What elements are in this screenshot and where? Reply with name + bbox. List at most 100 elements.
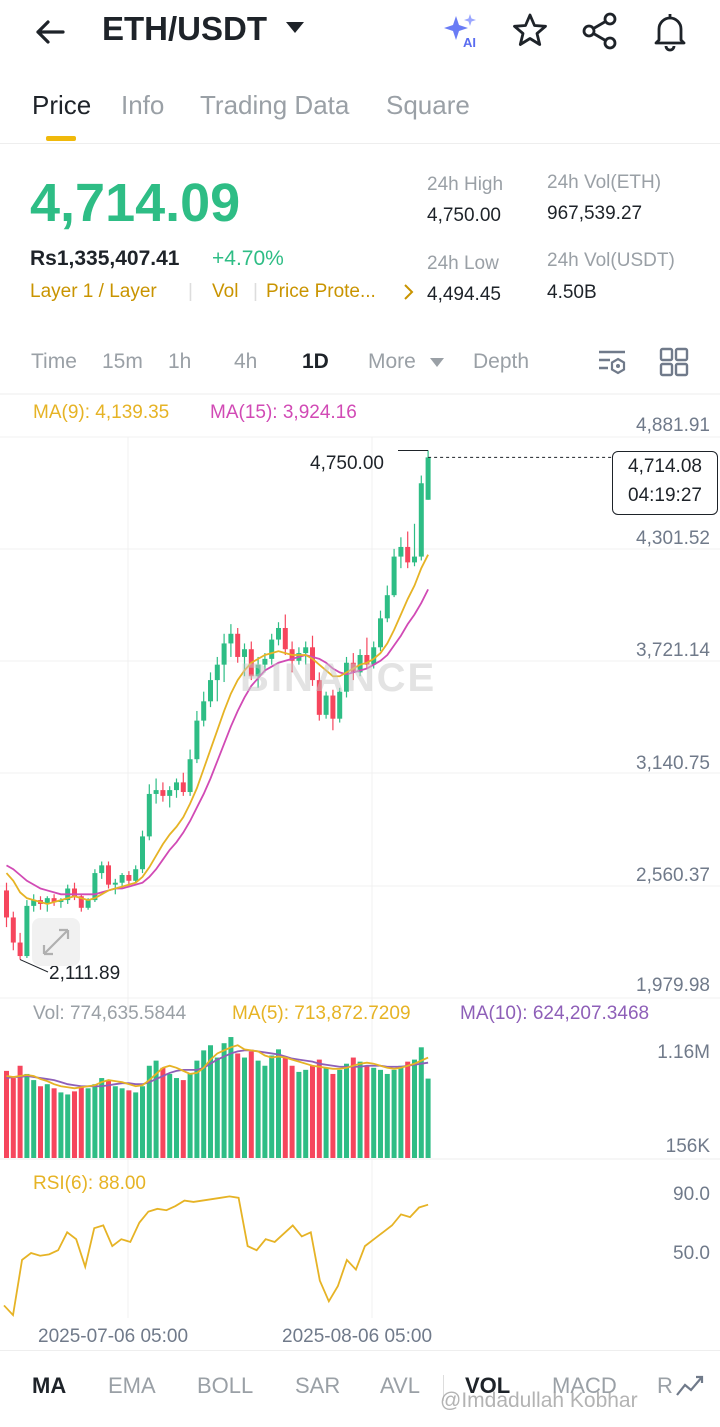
- candle-body: [208, 680, 213, 702]
- candle-body: [310, 647, 315, 681]
- vol-ma10-legend: MA(10): 624,207.3468: [460, 1003, 650, 1024]
- chevron-right-icon[interactable]: [402, 283, 416, 301]
- pair-title[interactable]: ETH/USDT: [102, 10, 267, 47]
- candle-body: [146, 793, 152, 837]
- volume-bar: [255, 1060, 261, 1158]
- main-tabs: Price Info Trading Data Square: [0, 84, 720, 144]
- high-marker-label: 4,750.00: [310, 453, 384, 474]
- expand-icon[interactable]: [32, 918, 80, 966]
- tf-1d[interactable]: 1D: [302, 350, 329, 373]
- indicator-rsi[interactable]: R: [657, 1373, 673, 1398]
- tag-vol[interactable]: Vol: [212, 281, 239, 302]
- volume-bar: [235, 1053, 241, 1158]
- volume-bar: [17, 1065, 23, 1158]
- more-caret-icon[interactable]: [430, 358, 444, 367]
- volume-bar: [242, 1057, 247, 1158]
- kline-chart[interactable]: [0, 392, 720, 1332]
- vol-quote-label: 24h Vol(USDT): [547, 250, 675, 271]
- volume-bar: [371, 1067, 377, 1158]
- candle-body: [214, 664, 220, 681]
- volume-bar: [344, 1063, 349, 1158]
- pair-dropdown-icon[interactable]: [286, 22, 304, 33]
- candle-body: [201, 701, 207, 721]
- vol-axis-label: 1.16M: [657, 1042, 710, 1063]
- indicator-ema[interactable]: EMA: [108, 1373, 156, 1398]
- back-arrow-icon[interactable]: [30, 12, 70, 52]
- candle-body: [323, 695, 329, 715]
- volume-bar: [187, 1073, 193, 1158]
- indicator-boll[interactable]: BOLL: [197, 1373, 254, 1398]
- candle-body: [371, 647, 377, 665]
- volume-bar: [44, 1084, 50, 1158]
- volume-bar: [296, 1071, 302, 1158]
- tag-divider-1: |: [188, 281, 193, 302]
- vol-ma10-line: [6, 1049, 429, 1088]
- volume-bar: [214, 1057, 220, 1158]
- tag-layer[interactable]: Layer 1 / Layer: [30, 281, 157, 302]
- ai-sparkle-icon[interactable]: AI: [440, 10, 482, 52]
- candle-body: [337, 691, 343, 719]
- tf-4h[interactable]: 4h: [234, 350, 258, 373]
- indicator-divider: [443, 1375, 444, 1401]
- volume-bar: [350, 1057, 356, 1158]
- indicator-avl[interactable]: AVL: [380, 1373, 420, 1398]
- y-axis-label: 1,979.98: [636, 975, 710, 996]
- tag-divider-2: |: [253, 281, 258, 302]
- tab-price[interactable]: Price: [32, 90, 92, 120]
- volume-bar: [398, 1065, 404, 1158]
- volume-bar: [180, 1080, 186, 1158]
- tf-more[interactable]: More: [368, 350, 416, 373]
- indicator-vol[interactable]: VOL: [465, 1373, 511, 1398]
- candle-body: [269, 639, 275, 659]
- volume-bar: [282, 1057, 288, 1158]
- candle-body: [174, 782, 179, 791]
- indicator-macd[interactable]: MACD: [552, 1373, 617, 1398]
- volume-bar: [201, 1050, 207, 1158]
- volume-bar: [153, 1060, 159, 1158]
- candle-body: [221, 643, 227, 665]
- tf-1h[interactable]: 1h: [168, 350, 192, 373]
- tag-price-protection[interactable]: Price Prote...: [266, 281, 376, 302]
- rsi-line: [3, 1195, 429, 1318]
- candle-body: [24, 905, 30, 957]
- indicator-ma[interactable]: MA: [32, 1373, 67, 1398]
- volume-bar: [112, 1086, 118, 1158]
- volume-bar: [357, 1061, 363, 1158]
- ai-badge: AI: [463, 35, 476, 50]
- candle-body: [418, 483, 424, 557]
- vol-quote-value: 4.50B: [547, 282, 597, 303]
- candle-body: [112, 882, 118, 885]
- candle-body: [167, 790, 173, 796]
- tab-info[interactable]: Info: [121, 90, 165, 120]
- indicator-settings-icon[interactable]: [674, 1369, 706, 1401]
- tf-time[interactable]: Time: [31, 350, 77, 373]
- volume-bar: [119, 1088, 125, 1158]
- candle-body: [44, 898, 50, 904]
- indicator-sar[interactable]: SAR: [295, 1373, 341, 1398]
- active-tab-indicator: [46, 136, 76, 141]
- y-axis-label: 2,560.37: [636, 865, 710, 886]
- candle-body: [398, 546, 404, 557]
- volume-bar: [316, 1059, 322, 1158]
- vol-ma5-legend: MA(5): 713,872.7209: [232, 1003, 411, 1024]
- tf-depth[interactable]: Depth: [473, 350, 530, 373]
- volume-bar: [418, 1047, 424, 1158]
- tf-15m[interactable]: 15m: [102, 350, 143, 373]
- candle-body: [72, 888, 77, 897]
- volume-bar: [140, 1086, 145, 1158]
- tab-trading-data[interactable]: Trading Data: [200, 90, 350, 120]
- volume-bar: [126, 1090, 132, 1158]
- bell-icon[interactable]: [649, 10, 691, 52]
- candle-body: [357, 655, 363, 673]
- grid-layout-icon[interactable]: [658, 346, 690, 378]
- volume-bar: [221, 1043, 227, 1158]
- tab-square[interactable]: Square: [386, 90, 470, 120]
- candle-body: [187, 759, 193, 793]
- share-icon[interactable]: [579, 10, 621, 52]
- candle-body: [316, 680, 322, 715]
- star-icon[interactable]: [509, 10, 551, 52]
- candle-body: [255, 664, 261, 677]
- high-label: 24h High: [427, 174, 504, 195]
- chart-settings-icon[interactable]: [596, 346, 628, 378]
- candle-body: [119, 875, 125, 883]
